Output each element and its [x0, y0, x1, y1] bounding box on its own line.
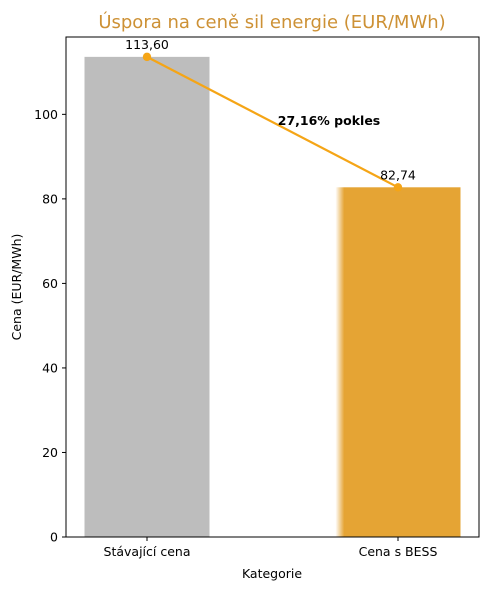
- y-axis-ticks: 0 20 40 60 80 100: [34, 107, 66, 545]
- plot-frame: [65, 36, 480, 538]
- data-labels-layer: 113,60 82,74: [125, 37, 416, 182]
- value-label: 82,74: [380, 167, 416, 182]
- y-axis-label: Cena (EUR/MWh): [9, 234, 24, 341]
- x-tick-label: Stávající cena: [104, 544, 191, 559]
- y-tick-label: 100: [34, 107, 58, 122]
- bars-layer: [84, 56, 461, 538]
- drop-annotation: 27,16% pokles: [278, 113, 380, 128]
- y-tick-label: 20: [42, 445, 58, 460]
- x-axis-label: Kategorie: [242, 566, 302, 581]
- connector-point: [393, 183, 403, 192]
- connector-line-layer: [142, 52, 403, 192]
- value-label: 113,60: [125, 37, 169, 52]
- y-tick-label: 40: [42, 360, 58, 375]
- x-axis-ticks: Stávající cena Cena s BESS: [104, 537, 438, 559]
- y-tick-label: 0: [50, 530, 58, 545]
- bar-bess-price: [335, 187, 461, 538]
- y-tick-label: 60: [42, 276, 58, 291]
- bar-current-price: [84, 56, 210, 538]
- connector-point: [142, 52, 152, 62]
- connector-line: [146, 55, 399, 189]
- chart-title: Úspora na ceně sil energie (EUR/MWh): [98, 11, 445, 33]
- y-tick-label: 80: [42, 191, 58, 206]
- x-tick-label: Cena s BESS: [359, 544, 438, 559]
